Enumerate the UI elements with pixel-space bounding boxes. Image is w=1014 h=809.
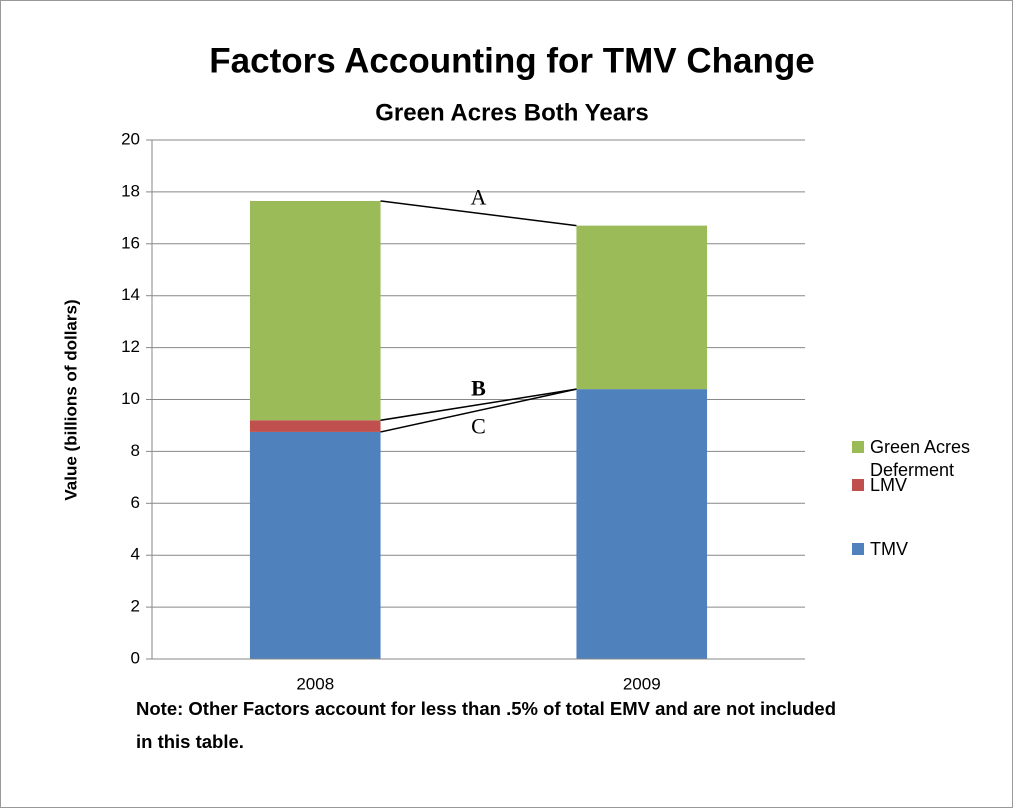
legend-swatch [852,479,864,491]
legend-item: LMV [852,474,1000,497]
legend-item: TMV [852,538,1000,561]
bar-segment [576,389,708,659]
annotation-line [380,388,577,433]
y-tick-label: 18 [121,181,140,200]
x-tick-label: 2009 [623,674,661,693]
bar-segment [249,420,381,432]
legend-label: Green Acres Deferment [870,437,971,480]
y-tick-label: 4 [131,545,140,564]
y-tick-label: 10 [121,389,140,408]
chart-subtitle: Green Acres Both Years [375,99,648,126]
y-tick-label: 6 [131,493,140,512]
annotation-line [380,388,577,422]
y-tick-label: 8 [131,441,140,460]
legend-item: Green Acres Deferment [852,436,1000,482]
annotation-label: A [471,184,487,209]
y-tick-label: 14 [121,285,140,304]
bar-segment [249,200,381,421]
annotation-label: C [471,414,486,439]
legend-swatch [852,441,864,453]
chart-title: Factors Accounting for TMV Change [209,41,814,80]
note: Note: Other Factors account for less tha… [136,698,837,752]
y-tick-label: 12 [121,337,140,356]
legend-label: LMV [870,475,908,495]
y-tick-label: 0 [131,648,140,667]
x-tick-label: 2008 [296,674,334,693]
y-axis-label: Value (billions of dollars) [61,299,80,500]
annotation-label: B [471,376,486,401]
y-tick-label: 20 [121,129,140,148]
legend-label: TMV [870,539,908,559]
y-tick-label: 2 [131,597,140,616]
legend-swatch [852,543,864,555]
bar-segment [249,431,381,659]
y-tick-label: 16 [121,233,140,252]
annotation-line [380,200,577,227]
bar-segment [576,225,708,390]
